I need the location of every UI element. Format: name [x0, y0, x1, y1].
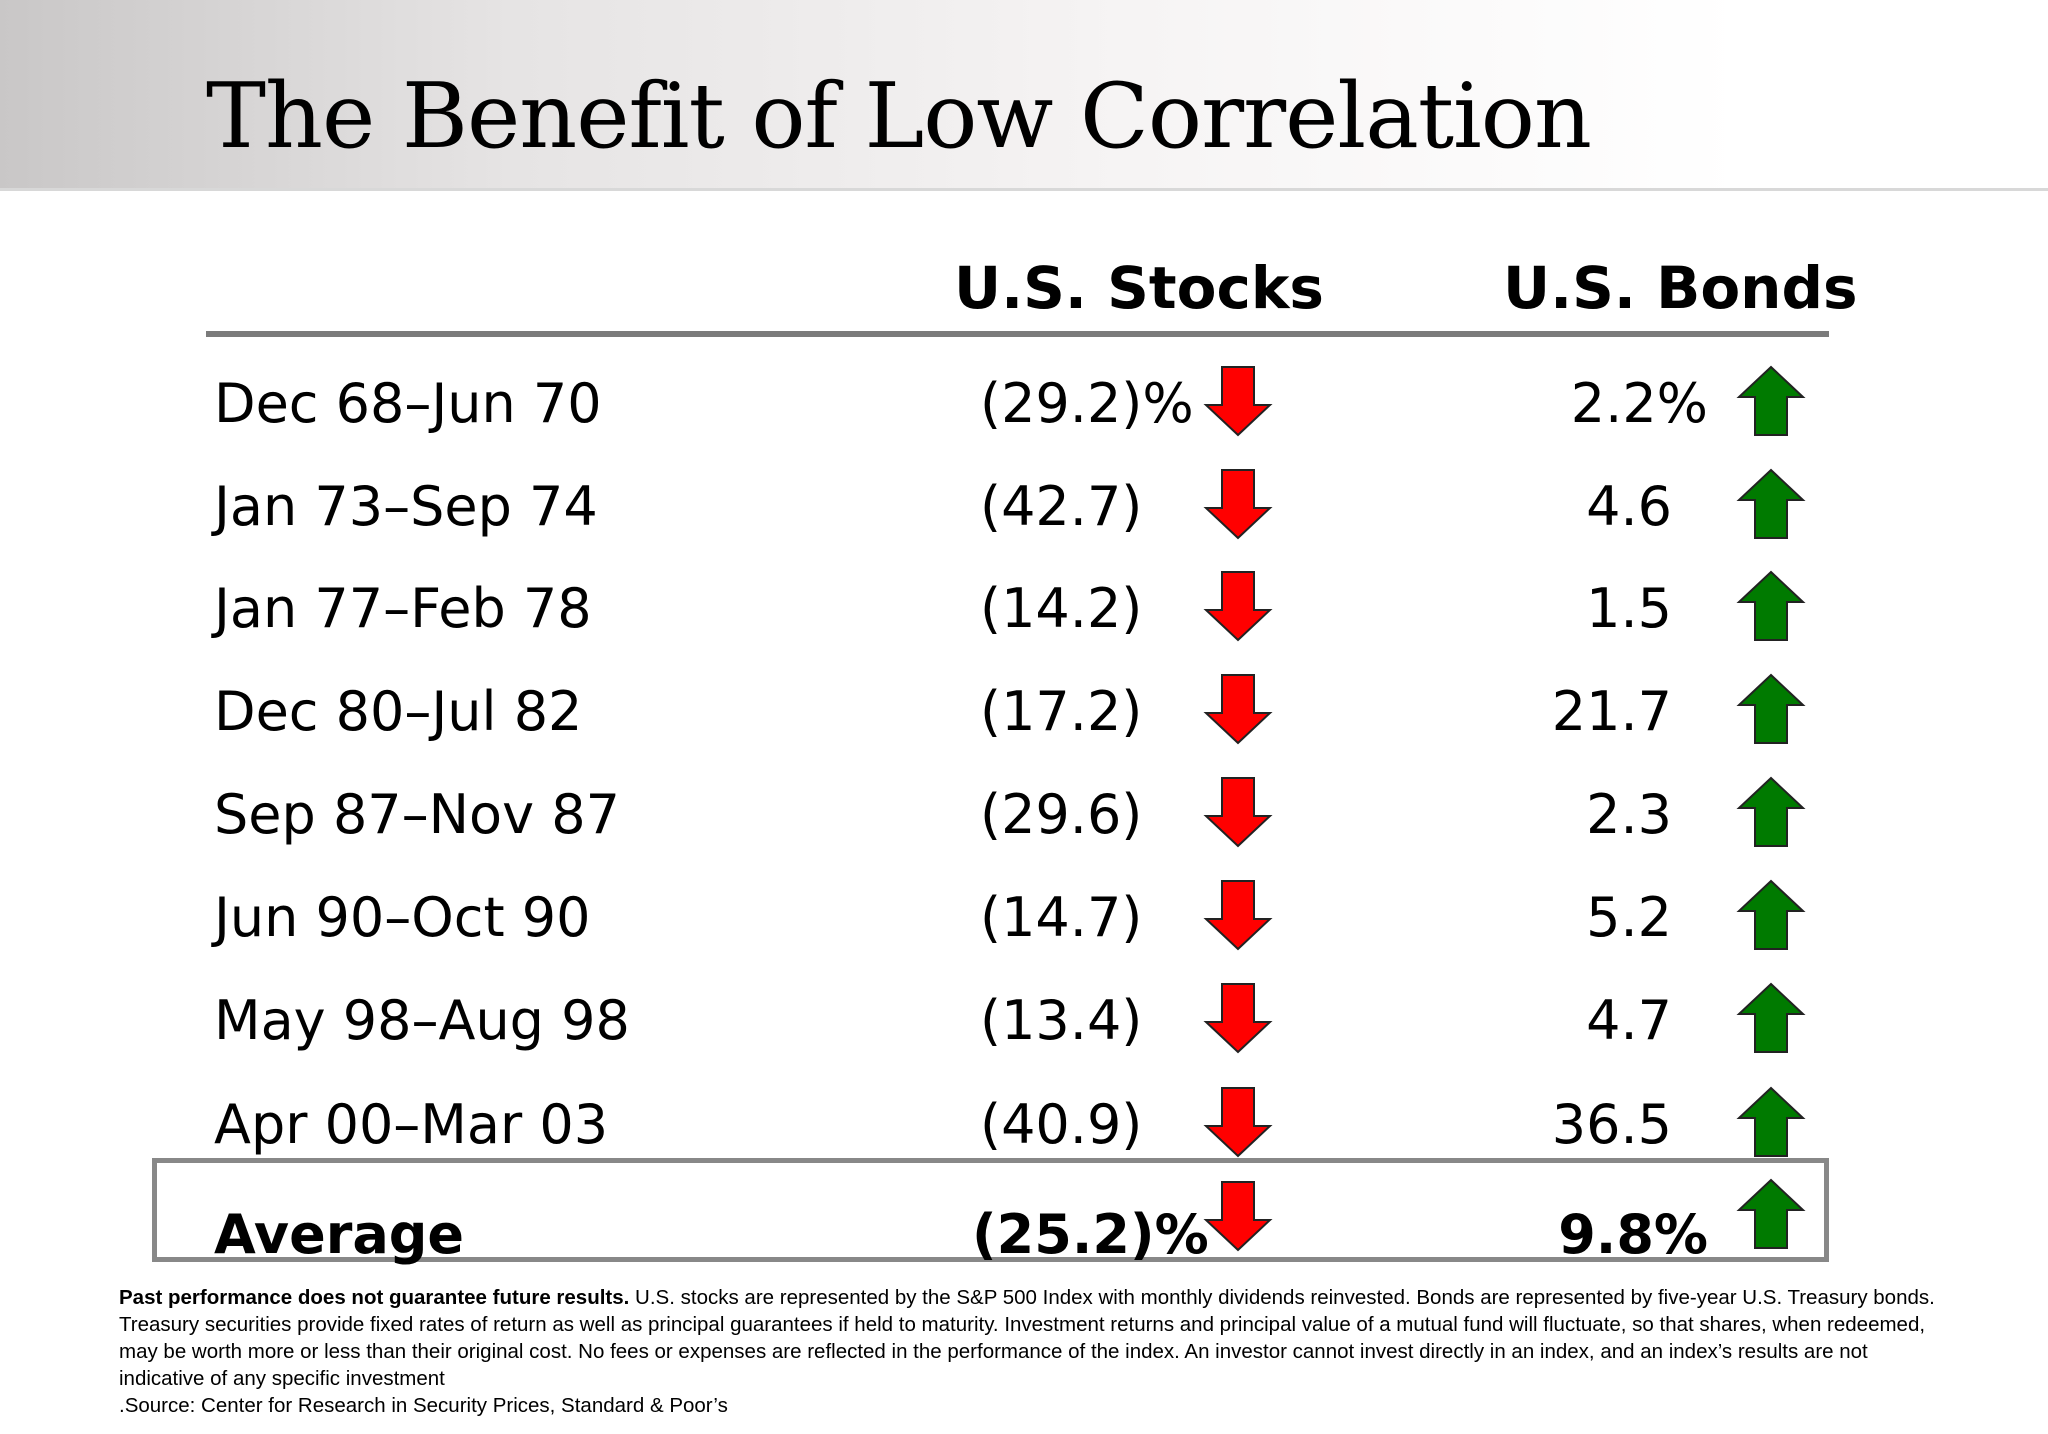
stocks-return: (14.2) — [980, 577, 1143, 640]
bonds-return: 1.5 — [1586, 577, 1672, 640]
period-label: Sep 87–Nov 87 — [214, 783, 620, 846]
stocks-return: (40.9) — [980, 1093, 1143, 1156]
table-row: Jan 77–Feb 78 (14.2) 1.5 — [0, 569, 2048, 649]
slide-title: The Benefit of Low Correlation — [206, 64, 1592, 169]
bonds-return: 36.5 — [1551, 1093, 1672, 1156]
down-arrow-icon — [1203, 469, 1273, 540]
period-label: Apr 00–Mar 03 — [214, 1093, 609, 1156]
header-rule — [206, 331, 1829, 337]
source-note: .Source: Center for Research in Security… — [119, 1394, 728, 1417]
column-header-stocks: U.S. Stocks — [954, 254, 1324, 322]
table-row: Dec 68–Jun 70 (29.2)% 2.2% — [0, 364, 2048, 444]
column-header-bonds: U.S. Bonds — [1503, 254, 1858, 322]
bonds-return: 5.2 — [1586, 886, 1672, 949]
table-row: Dec 80–Jul 82 (17.2) 21.7 — [0, 672, 2048, 752]
up-arrow-icon — [1736, 673, 1806, 744]
down-arrow-icon — [1203, 983, 1273, 1054]
down-arrow-icon — [1203, 880, 1273, 951]
down-arrow-icon — [1203, 366, 1273, 437]
average-highlight-box — [152, 1158, 1829, 1262]
period-label: Dec 68–Jun 70 — [214, 372, 602, 435]
up-arrow-icon — [1736, 468, 1806, 539]
down-arrow-icon — [1203, 1087, 1273, 1158]
up-arrow-icon — [1736, 570, 1806, 641]
up-arrow-icon — [1736, 776, 1806, 847]
period-label: Jan 73–Sep 74 — [214, 475, 598, 538]
stocks-return: (42.7) — [980, 475, 1143, 538]
period-label: May 98–Aug 98 — [214, 989, 630, 1052]
bonds-return: 4.6 — [1586, 475, 1672, 538]
period-label: Jun 90–Oct 90 — [214, 886, 591, 949]
average-row: Average (25.2)% 9.8% — [0, 1178, 2048, 1275]
bonds-return: 2.2% — [1570, 372, 1708, 435]
table-row: Jun 90–Oct 90 (14.7) 5.2 — [0, 878, 2048, 958]
title-band — [0, 0, 2048, 191]
bonds-return: 4.7 — [1586, 989, 1672, 1052]
stocks-return: (29.6) — [980, 783, 1143, 846]
period-label: Jan 77–Feb 78 — [214, 577, 592, 640]
table-row: Sep 87–Nov 87 (29.6) 2.3 — [0, 775, 2048, 855]
up-arrow-icon — [1736, 982, 1806, 1053]
bonds-return: 2.3 — [1586, 783, 1672, 846]
disclaimer-text: U.S. stocks are represented by the S&P 5… — [119, 1286, 1935, 1390]
average-bonds: 9.8% — [1558, 1203, 1708, 1266]
period-label: Dec 80–Jul 82 — [214, 680, 583, 743]
up-arrow-icon — [1736, 1086, 1806, 1157]
stocks-return: (14.7) — [980, 886, 1143, 949]
stocks-return: (13.4) — [980, 989, 1143, 1052]
stocks-return: (29.2)% — [980, 372, 1194, 435]
average-label: Average — [214, 1203, 465, 1266]
down-arrow-icon — [1203, 777, 1273, 848]
up-arrow-icon — [1736, 1178, 1806, 1249]
bonds-return: 21.7 — [1551, 680, 1672, 743]
up-arrow-icon — [1736, 365, 1806, 436]
average-stocks: (25.2)% — [972, 1203, 1209, 1266]
disclaimer-footnote: Past performance does not guarantee futu… — [119, 1284, 1949, 1392]
table-row: May 98–Aug 98 (13.4) 4.7 — [0, 981, 2048, 1061]
down-arrow-icon — [1203, 1181, 1273, 1252]
up-arrow-icon — [1736, 879, 1806, 950]
down-arrow-icon — [1203, 674, 1273, 745]
table-row: Jan 73–Sep 74 (42.7) 4.6 — [0, 467, 2048, 547]
table-row: Apr 00–Mar 03 (40.9) 36.5 — [0, 1085, 2048, 1165]
down-arrow-icon — [1203, 571, 1273, 642]
stocks-return: (17.2) — [980, 680, 1143, 743]
disclaimer-bold: Past performance does not guarantee futu… — [119, 1286, 630, 1309]
